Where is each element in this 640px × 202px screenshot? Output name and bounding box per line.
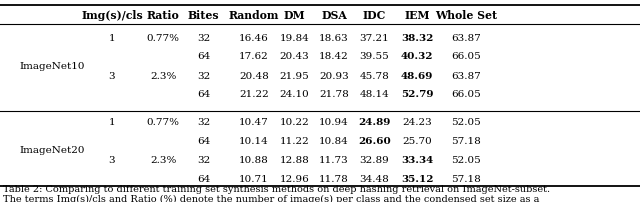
Text: 16.46: 16.46: [239, 34, 269, 43]
Text: IDC: IDC: [363, 10, 386, 21]
Text: 32: 32: [197, 71, 210, 80]
Text: Whole Set: Whole Set: [435, 10, 497, 21]
Text: 0.77%: 0.77%: [147, 34, 180, 43]
Text: 45.78: 45.78: [360, 71, 389, 80]
Text: 18.63: 18.63: [319, 34, 349, 43]
Text: 48.14: 48.14: [360, 89, 389, 98]
Text: 17.62: 17.62: [239, 52, 269, 61]
Text: 34.48: 34.48: [360, 174, 389, 183]
Text: 24.89: 24.89: [358, 118, 390, 127]
Text: 66.05: 66.05: [451, 52, 481, 61]
Text: 37.21: 37.21: [360, 34, 389, 43]
Text: Bites: Bites: [188, 10, 220, 21]
Text: 33.34: 33.34: [401, 155, 433, 164]
Text: Ratio: Ratio: [147, 10, 180, 21]
Text: 11.73: 11.73: [319, 155, 349, 164]
Text: 32.89: 32.89: [360, 155, 389, 164]
Text: 3: 3: [109, 71, 115, 80]
Text: 24.23: 24.23: [403, 118, 432, 127]
Text: 10.47: 10.47: [239, 118, 269, 127]
Text: Img(s)/cls: Img(s)/cls: [81, 10, 143, 21]
Text: 64: 64: [197, 52, 210, 61]
Text: 20.48: 20.48: [239, 71, 269, 80]
Text: DSA: DSA: [321, 10, 347, 21]
Text: 57.18: 57.18: [451, 174, 481, 183]
Text: 10.94: 10.94: [319, 118, 349, 127]
Text: 10.71: 10.71: [239, 174, 269, 183]
Text: 32: 32: [197, 155, 210, 164]
Text: 21.22: 21.22: [239, 89, 269, 98]
Text: 32: 32: [197, 118, 210, 127]
Text: 64: 64: [197, 136, 210, 145]
Text: Table 2: Comparing to different training set synthesis methods on deep hashing r: Table 2: Comparing to different training…: [3, 184, 550, 193]
Text: 20.43: 20.43: [280, 52, 309, 61]
Text: 39.55: 39.55: [360, 52, 389, 61]
Text: 12.88: 12.88: [280, 155, 309, 164]
Text: The terms Img(s)/cls and Ratio (%) denote the number of image(s) per class and t: The terms Img(s)/cls and Ratio (%) denot…: [3, 194, 540, 202]
Text: 21.95: 21.95: [280, 71, 309, 80]
Text: 63.87: 63.87: [451, 34, 481, 43]
Text: 52.79: 52.79: [401, 89, 433, 98]
Text: 64: 64: [197, 174, 210, 183]
Text: 2.3%: 2.3%: [150, 71, 177, 80]
Text: 32: 32: [197, 34, 210, 43]
Text: 11.78: 11.78: [319, 174, 349, 183]
Text: 2.3%: 2.3%: [150, 155, 177, 164]
Text: Random: Random: [229, 10, 279, 21]
Text: 20.93: 20.93: [319, 71, 349, 80]
Text: 66.05: 66.05: [451, 89, 481, 98]
Text: 35.12: 35.12: [401, 174, 433, 183]
Text: 63.87: 63.87: [451, 71, 481, 80]
Text: 11.22: 11.22: [280, 136, 309, 145]
Text: 52.05: 52.05: [451, 155, 481, 164]
Text: 24.10: 24.10: [280, 89, 309, 98]
Text: IEM: IEM: [404, 10, 430, 21]
Text: 57.18: 57.18: [451, 136, 481, 145]
Text: 19.84: 19.84: [280, 34, 309, 43]
Text: 3: 3: [109, 155, 115, 164]
Text: 26.60: 26.60: [358, 136, 391, 145]
Text: 21.78: 21.78: [319, 89, 349, 98]
Text: ImageNet10: ImageNet10: [20, 62, 85, 71]
Text: 48.69: 48.69: [401, 71, 433, 80]
Text: 52.05: 52.05: [451, 118, 481, 127]
Text: 10.88: 10.88: [239, 155, 269, 164]
Text: 1: 1: [109, 118, 115, 127]
Text: 12.96: 12.96: [280, 174, 309, 183]
Text: 25.70: 25.70: [403, 136, 432, 145]
Text: ImageNet20: ImageNet20: [20, 146, 85, 155]
Text: 38.32: 38.32: [401, 34, 433, 43]
Text: DM: DM: [284, 10, 305, 21]
Text: 10.22: 10.22: [280, 118, 309, 127]
Text: 10.84: 10.84: [319, 136, 349, 145]
Text: 1: 1: [109, 34, 115, 43]
Text: 10.14: 10.14: [239, 136, 269, 145]
Text: 64: 64: [197, 89, 210, 98]
Text: 0.77%: 0.77%: [147, 118, 180, 127]
Text: 40.32: 40.32: [401, 52, 433, 61]
Text: 18.42: 18.42: [319, 52, 349, 61]
